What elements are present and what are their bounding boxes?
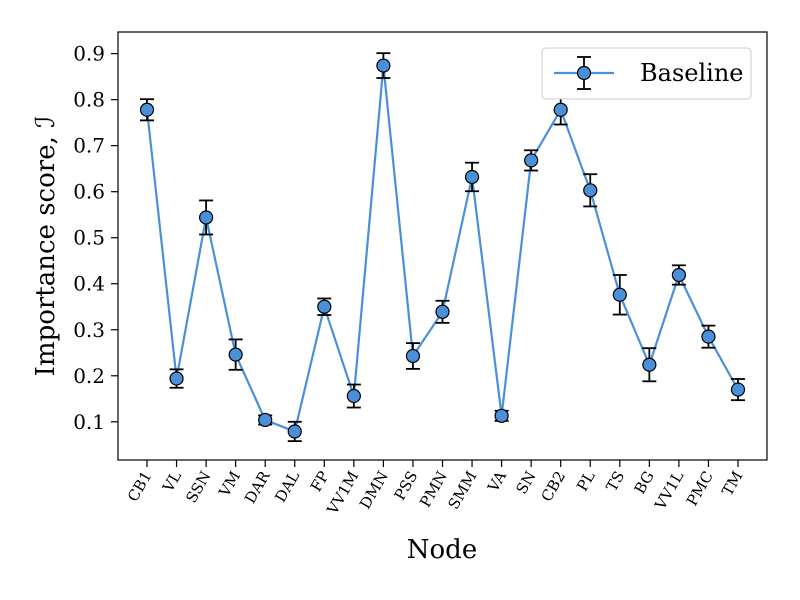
data-point-5 [287,424,302,439]
x-tick-label-2: SSN [182,468,214,506]
data-point-9 [405,348,421,364]
legend-label: Baseline [640,59,743,87]
y-axis: 0.1 0.2 0.3 0.4 0.5 0.6 0.7 0.8 0.9 [73,42,118,434]
data-point-20 [730,382,746,397]
x-tick-label-16: TS [603,468,629,495]
data-point-7 [346,388,361,404]
x-axis-label: Node [407,535,477,565]
x-tick-label-0: CB1 [124,468,156,505]
data-point-13 [524,153,539,168]
x-tick-label-6: FP [307,468,333,495]
data-point-17 [642,357,657,372]
y-tick-label-5: 0.6 [73,180,105,204]
y-tick-label-7: 0.8 [73,88,105,112]
data-point-2 [199,210,214,225]
data-point-15 [583,183,598,198]
x-tick-label-20: TM [718,468,746,499]
data-point-12 [494,408,509,423]
data-point-14 [553,102,568,117]
x-tick-label-12: VA [484,468,510,496]
data-point-16 [612,287,627,302]
y-tick-label-3: 0.4 [73,272,105,296]
y-tick-label-4: 0.5 [73,226,105,250]
data-point-8 [376,58,391,73]
y-tick-label-2: 0.3 [73,318,105,342]
data-point-3 [228,347,243,362]
x-tick-label-8: DMN [356,468,392,512]
legend-box [541,47,752,100]
data-point-0 [139,102,155,117]
y-tick-label-8: 0.9 [73,42,105,66]
x-tick-label-18: VV1L [651,468,688,514]
x-tick-label-14: CB2 [538,468,570,505]
x-tick-label-9: PSS [391,468,422,503]
plot-area [117,31,768,461]
y-tick-label-0: 0.1 [73,410,105,434]
data-point-19 [701,329,716,344]
data-point-10 [435,304,450,319]
legend: Baseline [541,47,752,100]
x-tick-label-3: VM [215,468,244,501]
x-tick-label-1: VL [159,468,186,496]
data-point-18 [671,267,687,283]
x-tick-label-19: PMC [683,468,717,509]
y-axis-label: Importance score, ℐ [31,116,61,377]
data-point-4 [258,412,273,428]
legend-marker-icon [576,65,592,81]
x-tick-label-4: DAR [241,467,274,506]
y-tick-label-6: 0.7 [73,134,105,158]
data-point-1 [169,371,184,386]
x-tick-label-5: DAL [271,468,303,505]
data-points [139,58,746,439]
y-tick-label-1: 0.2 [73,364,105,388]
data-point-6 [317,299,332,314]
x-tick-label-17: BG [631,468,658,497]
data-point-11 [464,169,480,185]
x-tick-label-11: SMM [444,468,480,513]
x-tick-label-15: PL [573,468,599,494]
x-tick-label-13: SN [512,468,539,497]
